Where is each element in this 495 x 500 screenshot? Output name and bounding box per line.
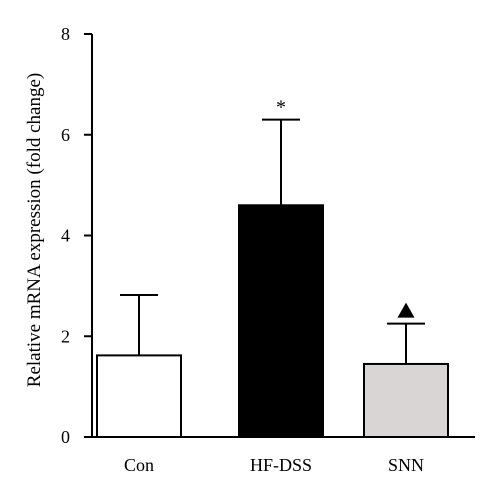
y-axis-title: Relative mRNA expression (fold change) [24,73,45,387]
y-tick-label: 6 [61,125,70,145]
bar-snn [363,362,449,438]
y-tick-label: 0 [61,427,70,447]
bar-hf-dss [238,204,324,438]
y-tick-label: 4 [61,226,70,246]
significance-triangle [397,302,415,318]
y-tick-label: 8 [61,24,70,44]
bar-con [96,354,182,438]
x-tick-label-con: Con [124,455,154,475]
x-tick-label-snn: SNN [388,455,424,475]
y-axis-label: Relative mRNA expression (fold change) [24,73,45,387]
x-tick-label-hf-dss: HF-DSS [250,455,312,475]
y-tick-label: 2 [61,326,70,346]
plot-area: 0 2 4 6 8 Con * HF-DSS SNN [61,24,475,475]
significance-asterisk: * [276,97,286,119]
